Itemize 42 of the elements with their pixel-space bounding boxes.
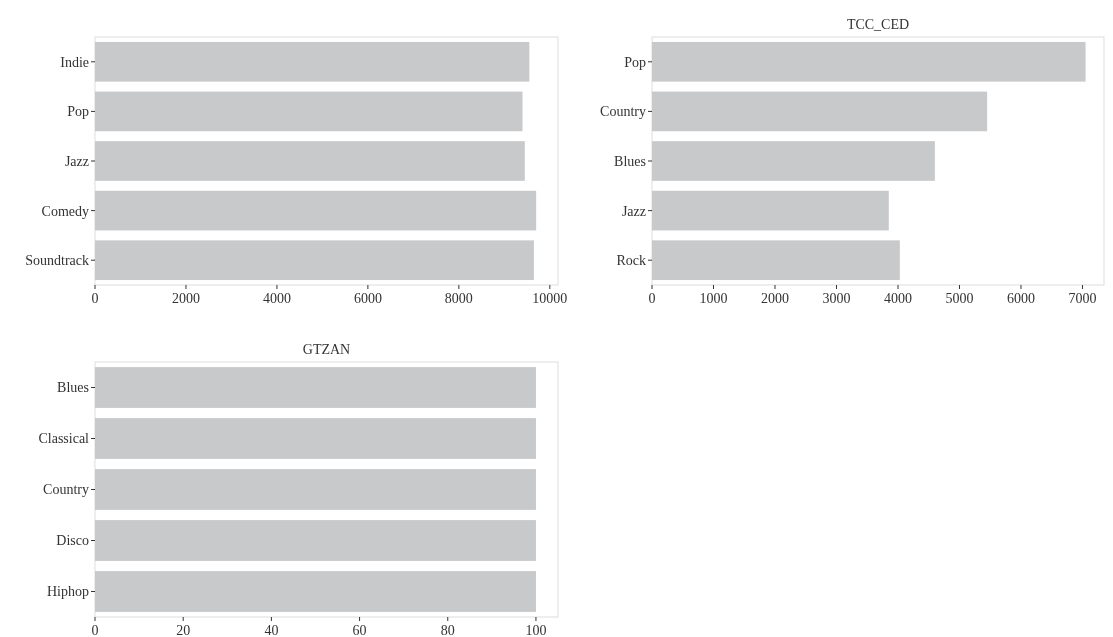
y-tick-label: Indie bbox=[60, 54, 89, 70]
x-tick-label: 80 bbox=[440, 623, 455, 637]
y-tick-label: Jazz bbox=[64, 153, 89, 169]
x-tick-label: 2000 bbox=[760, 291, 789, 306]
x-tick-label: 0 bbox=[91, 291, 99, 306]
y-tick-label: Soundtrack bbox=[25, 253, 89, 269]
bar bbox=[652, 190, 889, 231]
x-tick-label: 40 bbox=[264, 623, 279, 637]
y-tick-label: Classical bbox=[38, 431, 90, 447]
y-tick-label: Pop bbox=[67, 104, 89, 120]
bar bbox=[652, 240, 900, 281]
y-tick-label: Pop bbox=[624, 54, 646, 70]
x-tick-label: 8000 bbox=[444, 291, 473, 306]
x-tick-label: 0 bbox=[648, 291, 656, 306]
chart-title: GTZAN bbox=[302, 342, 351, 357]
x-tick-label: 6000 bbox=[353, 291, 382, 306]
x-tick-label: 100 bbox=[525, 623, 547, 637]
x-tick-label: 6000 bbox=[1006, 291, 1035, 306]
x-tick-label: 7000 bbox=[1068, 291, 1097, 306]
y-tick-label: Comedy bbox=[41, 203, 89, 219]
y-tick-label: Blues bbox=[614, 153, 646, 169]
y-tick-label: Blues bbox=[57, 380, 89, 396]
x-tick-label: 1000 bbox=[699, 291, 728, 306]
x-tick-label: 0 bbox=[91, 623, 99, 637]
x-tick-label: 2000 bbox=[171, 291, 200, 306]
bar bbox=[652, 41, 1086, 82]
y-tick-label: Disco bbox=[56, 533, 89, 549]
y-tick-label: Rock bbox=[616, 253, 646, 269]
y-tick-label: Country bbox=[43, 482, 89, 498]
x-tick-label: 4000 bbox=[262, 291, 291, 306]
y-tick-label: Country bbox=[600, 104, 646, 120]
y-tick-label: Jazz bbox=[621, 203, 646, 219]
x-tick-label: 60 bbox=[352, 623, 367, 637]
x-tick-label: 5000 bbox=[945, 291, 974, 306]
x-tick-label: 20 bbox=[176, 623, 191, 637]
chart-title: TCC_CED bbox=[846, 17, 910, 32]
x-tick-label: 3000 bbox=[822, 291, 851, 306]
y-tick-label: Hiphop bbox=[47, 584, 89, 600]
bar bbox=[652, 91, 988, 132]
x-tick-label: 4000 bbox=[883, 291, 912, 306]
bar bbox=[652, 141, 935, 181]
x-tick-label: 10000 bbox=[532, 291, 568, 306]
